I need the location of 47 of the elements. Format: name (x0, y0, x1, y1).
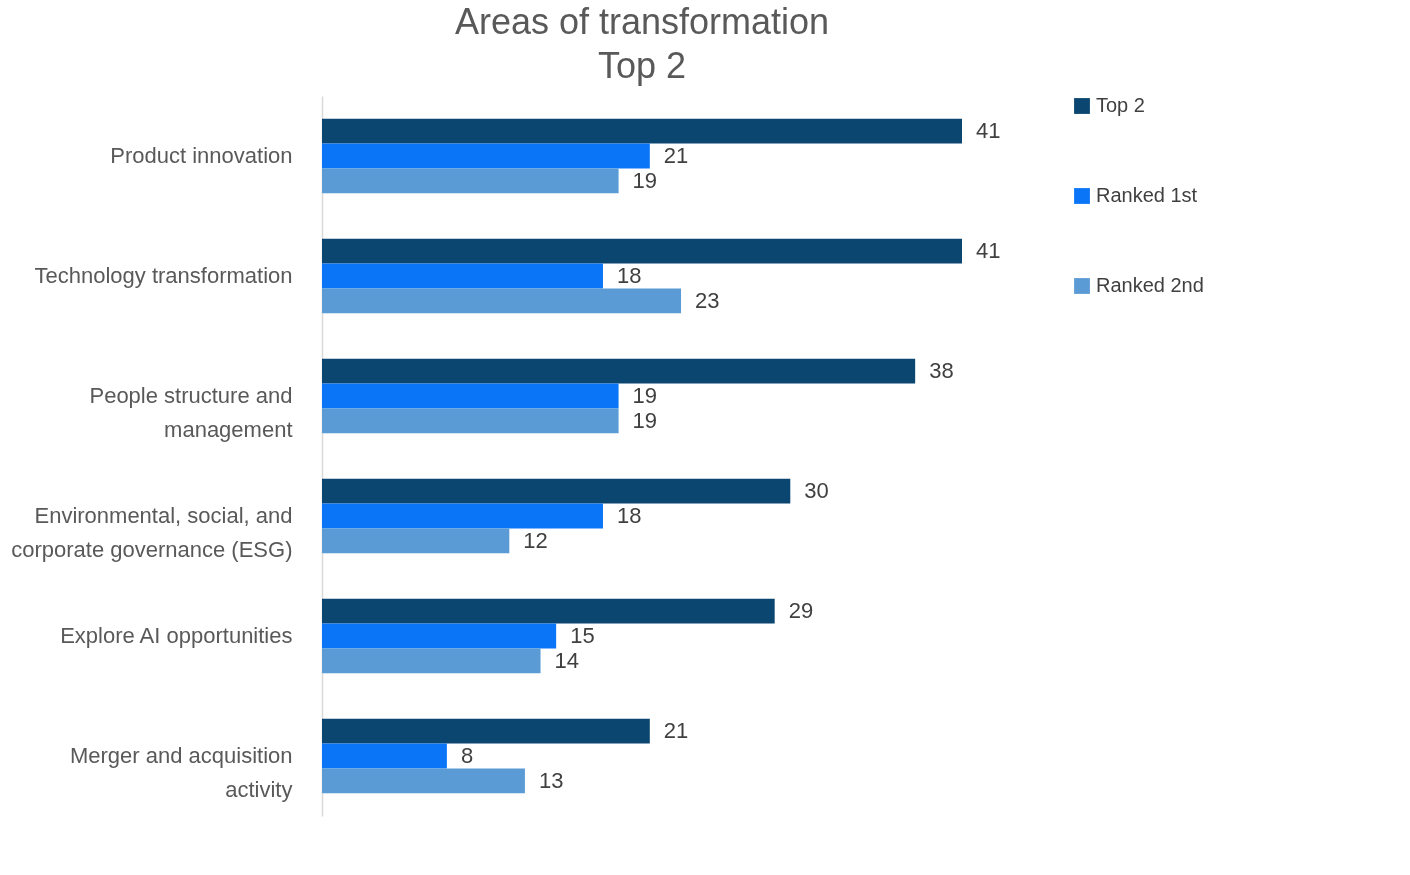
data-label: 12 (523, 527, 548, 553)
bar (322, 238, 962, 264)
data-label: 19 (632, 407, 658, 433)
bar (322, 623, 557, 649)
bar (322, 408, 619, 434)
bar (322, 648, 541, 674)
bar (322, 288, 682, 314)
bar (322, 503, 603, 529)
data-label: 41 (976, 118, 1001, 144)
data-label: 18 (616, 503, 642, 528)
y-tick-label: Explore AI opportunities (60, 623, 293, 648)
bar (322, 263, 603, 289)
data-label: 19 (632, 383, 658, 408)
data-label: 38 (929, 358, 954, 384)
data-label: 30 (804, 478, 829, 504)
bar (322, 383, 619, 409)
bar (322, 478, 791, 504)
y-tick-label: Environmental, social, and corporate governance (ESG) (11, 503, 293, 562)
bar (322, 743, 447, 769)
bar (322, 598, 775, 624)
legend-label: Ranked 2nd (1096, 274, 1204, 296)
data-label: 41 (976, 238, 1001, 264)
bar (322, 358, 916, 384)
y-tick-label: Merger and acquisition activity (69, 743, 293, 802)
y-tick-label: People structure and management (89, 383, 293, 442)
bar (322, 528, 510, 554)
bar (322, 168, 619, 194)
bar (322, 768, 525, 794)
y-tick-label: Product innovation (110, 143, 293, 168)
data-label: 14 (554, 647, 580, 673)
chart-subtitle: Top 2 (597, 45, 687, 86)
bar (322, 718, 650, 744)
chart-title: Areas of transformation (454, 1, 830, 42)
bar (322, 143, 650, 169)
legend-label: Top 2 (1096, 94, 1145, 116)
data-label: 19 (632, 167, 658, 193)
data-label: 23 (695, 287, 720, 313)
data-label: 15 (570, 623, 595, 648)
data-label: 21 (663, 718, 689, 744)
data-label: 13 (538, 767, 564, 793)
data-label: 29 (788, 598, 814, 624)
y-tick-label: Technology transformation (34, 263, 293, 288)
legend-label: Ranked 1st (1096, 184, 1198, 206)
data-label: 21 (663, 143, 689, 168)
data-label: 8 (460, 743, 474, 768)
data-label: 18 (616, 263, 642, 288)
bar (322, 118, 962, 144)
